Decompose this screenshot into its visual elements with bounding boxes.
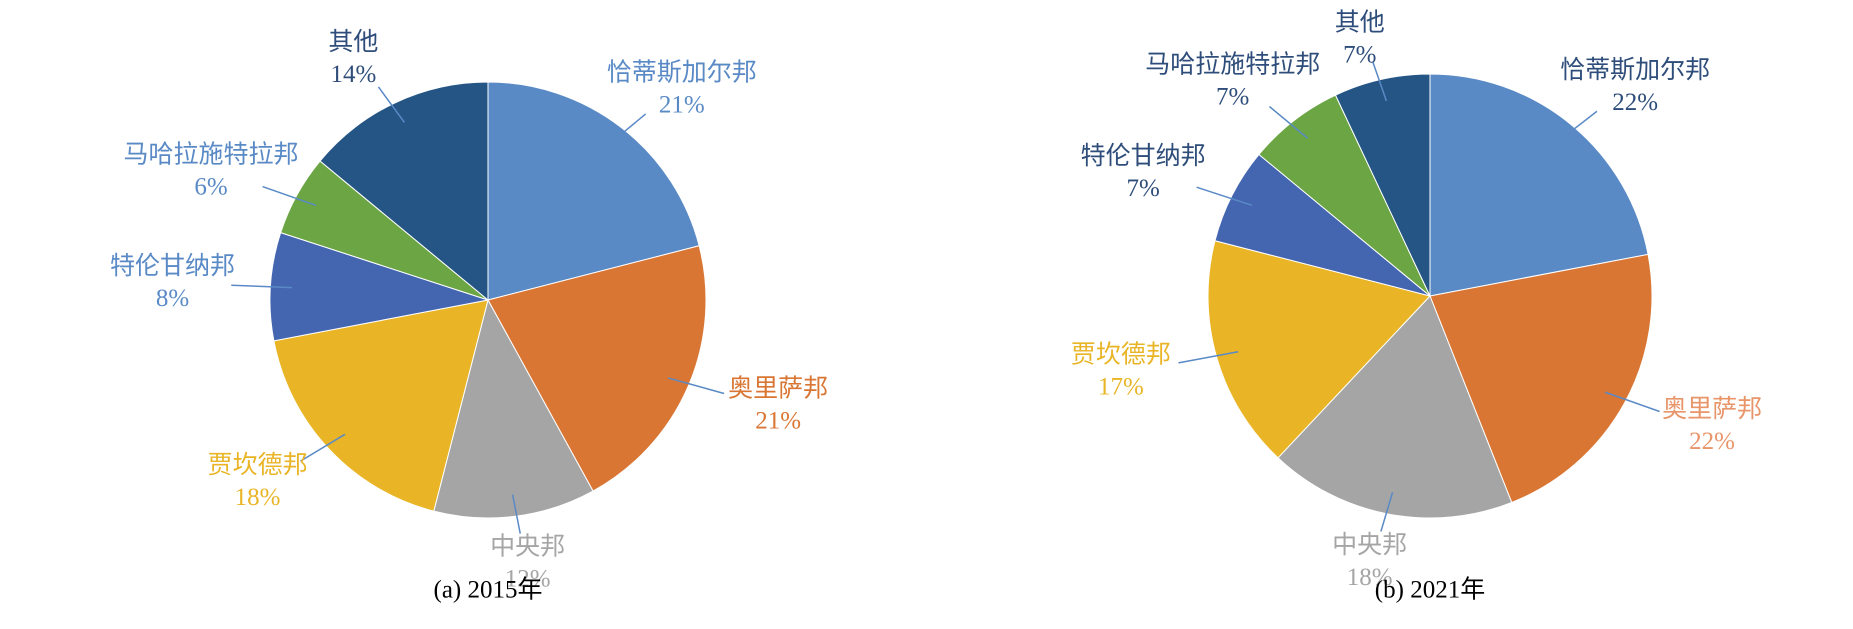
leader-line — [231, 284, 293, 289]
pie-slice — [487, 245, 707, 492]
category-label: 奥里萨邦 — [728, 374, 828, 402]
value-label: 18% — [235, 484, 281, 511]
pie-slice — [487, 81, 700, 301]
category-label: 马哈拉施特拉邦 — [123, 141, 298, 169]
leader-line — [1604, 391, 1660, 413]
pie-slice — [433, 298, 594, 519]
category-label: 马哈拉施特拉邦 — [1145, 51, 1320, 79]
value-label: 7% — [1127, 175, 1160, 202]
category-label: 奥里萨邦 — [1662, 395, 1762, 423]
category-label: 特伦甘纳邦 — [1081, 142, 1206, 170]
pie-slice — [1207, 240, 1431, 459]
chart-caption: (a) 2015年 — [434, 576, 543, 604]
value-label: 18% — [1347, 564, 1393, 591]
leader-line — [667, 377, 725, 395]
value-label: 22% — [1689, 428, 1735, 455]
pie-slice — [1277, 295, 1513, 519]
leader-line — [1380, 492, 1394, 532]
pie-slice — [1429, 253, 1653, 504]
category-label: 中央邦 — [1332, 531, 1407, 559]
value-label: 14% — [330, 61, 376, 88]
leader-line — [1196, 186, 1253, 207]
chart-caption: (b) 2021年 — [1375, 576, 1485, 604]
pie-slice — [319, 81, 489, 302]
value-label: 21% — [755, 407, 801, 434]
leader-line — [1556, 110, 1598, 143]
leader-line — [1372, 61, 1388, 102]
category-label: 贾坎德邦 — [208, 451, 308, 479]
category-label: 中央邦 — [490, 533, 565, 561]
category-label: 其他 — [328, 28, 378, 56]
value-label: 12% — [505, 566, 551, 593]
category-label: 恰蒂斯加尔邦 — [607, 59, 757, 87]
leader-line — [300, 433, 346, 462]
value-label: 8% — [156, 285, 189, 312]
pie-slice — [1334, 73, 1431, 297]
value-label: 22% — [1612, 89, 1658, 116]
value-label: 7% — [1216, 84, 1249, 111]
value-label: 21% — [659, 92, 705, 119]
leader-line — [1178, 351, 1239, 364]
value-label: 7% — [1343, 42, 1376, 69]
leader-line — [1268, 105, 1309, 139]
leader-line — [607, 113, 647, 146]
value-label: 17% — [1098, 373, 1144, 400]
category-label: 贾坎德邦 — [1071, 340, 1171, 368]
pie-slice — [273, 299, 489, 512]
leader-line — [377, 86, 406, 123]
category-label: 特伦甘纳邦 — [110, 252, 235, 280]
category-label: 其他 — [1335, 9, 1385, 37]
leader-line — [262, 185, 317, 207]
value-label: 6% — [194, 174, 227, 201]
category-label: 恰蒂斯加尔邦 — [1560, 56, 1710, 84]
leader-line — [511, 494, 521, 534]
pie-slice — [1429, 73, 1649, 297]
